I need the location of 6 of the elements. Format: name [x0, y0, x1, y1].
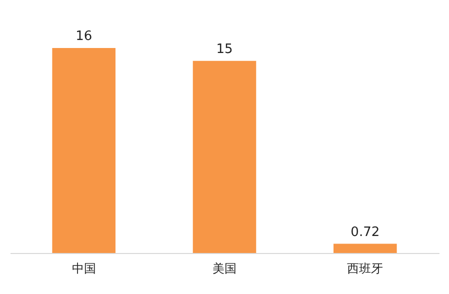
- x-tick-label: 中国: [72, 262, 96, 276]
- data-label: 0.72: [350, 224, 380, 240]
- x-tick-label: 美国: [212, 262, 236, 276]
- data-label: 15: [216, 42, 233, 57]
- data-label: 16: [76, 29, 92, 44]
- x-tick-label: 西班牙: [347, 262, 384, 276]
